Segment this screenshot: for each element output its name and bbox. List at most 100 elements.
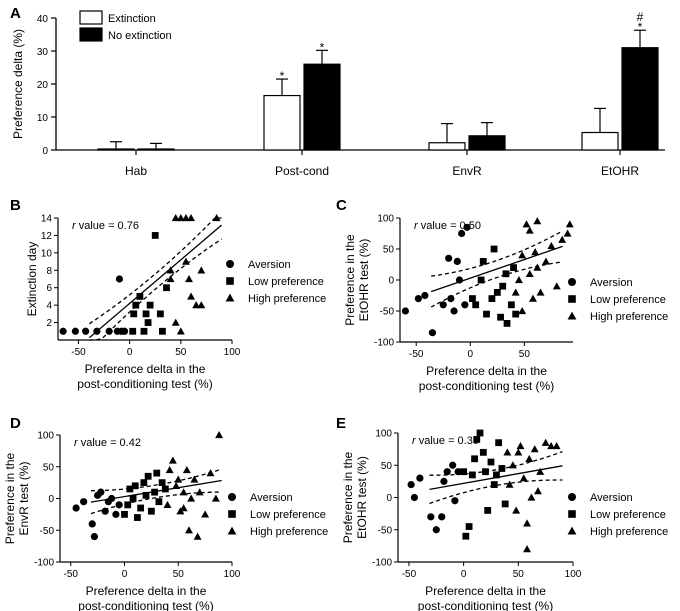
- x-axis-label: Preference delta in the: [426, 364, 547, 378]
- data-point-triangle: [536, 467, 545, 475]
- data-point-triangle: [179, 488, 188, 496]
- y-axis-label: EnvR test (%): [17, 461, 31, 535]
- data-point-circle: [90, 533, 98, 541]
- data-point-triangle: [552, 282, 561, 290]
- bar: [468, 135, 506, 151]
- data-point-triangle: [176, 214, 185, 222]
- data-point-square: [142, 491, 150, 499]
- data-point-triangle: [172, 481, 181, 489]
- data-point-triangle: [523, 519, 532, 527]
- y-tick-label: 0: [386, 493, 392, 504]
- data-point-square: [479, 448, 487, 456]
- data-point-square: [136, 293, 144, 300]
- data-point-triangle: [211, 494, 220, 502]
- data-point-square: [161, 485, 169, 493]
- data-point-circle: [421, 291, 429, 300]
- data-point-triangle: [547, 241, 556, 250]
- data-point-triangle: [215, 431, 224, 439]
- y-tick-label: -100: [374, 338, 394, 349]
- legend-swatch: [79, 27, 103, 42]
- x-tick-label: 50: [513, 569, 525, 580]
- data-point-triangle: [179, 504, 188, 512]
- data-point-triangle: [527, 493, 536, 501]
- data-point-square: [490, 481, 498, 488]
- data-point-square: [153, 469, 161, 477]
- y-axis-label: Preference in the: [341, 451, 355, 543]
- x-tick-label: -50: [402, 569, 417, 580]
- data-point-triangle: [525, 454, 534, 462]
- y-tick-label: -50: [40, 526, 55, 537]
- data-point-square: [129, 495, 137, 502]
- data-point-circle: [97, 488, 105, 496]
- y-tick-label: 0: [42, 146, 48, 157]
- legend-label: Aversion: [250, 492, 293, 504]
- data-point-square: [462, 532, 470, 540]
- confidence-band: [430, 261, 563, 308]
- data-point-square: [487, 458, 495, 466]
- data-point-triangle: [174, 475, 183, 483]
- legend-marker-square: [568, 510, 576, 518]
- y-tick-label: 2: [46, 318, 52, 329]
- confidence-band: [90, 491, 222, 515]
- data-point-triangle: [187, 494, 196, 502]
- panel-label-d: D: [10, 415, 21, 432]
- data-point-square: [468, 471, 476, 479]
- x-tick-label: 0: [461, 569, 467, 580]
- significance-mark: #: [637, 10, 644, 24]
- x-tick-label: 50: [173, 569, 185, 580]
- confidence-band: [429, 450, 563, 476]
- data-point-square: [503, 320, 511, 327]
- data-point-square: [499, 282, 507, 290]
- data-point-circle: [443, 468, 451, 476]
- panel-e: E -100 -50 0 50 100 -50 0 50 100 Preference in the…: [336, 415, 668, 611]
- data-point-triangle: [185, 275, 193, 283]
- legend-label: Low preference: [250, 509, 326, 521]
- data-point-triangle: [534, 487, 542, 495]
- x-axis-label: post-conditioning test (%): [77, 377, 212, 391]
- data-point-square: [490, 245, 498, 253]
- panel-label-b: B: [10, 197, 21, 214]
- legend-label: Low preference: [590, 509, 666, 521]
- legend-marker-square: [568, 295, 576, 303]
- data-point-triangle: [531, 248, 540, 256]
- data-point-circle: [432, 526, 440, 534]
- x-tick-label: 100: [565, 569, 582, 580]
- y-tick-label: 12: [41, 231, 53, 242]
- data-point-square: [473, 436, 481, 443]
- data-point-triangle: [171, 214, 180, 222]
- confidence-band: [89, 238, 222, 341]
- x-tick-label: -50: [64, 569, 79, 580]
- data-point-triangle: [181, 257, 190, 265]
- data-point-circle: [440, 477, 448, 485]
- data-point-triangle: [206, 469, 215, 477]
- data-point-triangle: [536, 288, 545, 296]
- y-tick-label: 100: [37, 431, 54, 442]
- data-point-triangle: [525, 226, 534, 234]
- data-point-circle: [71, 327, 79, 335]
- legend-label: High preference: [590, 311, 668, 323]
- y-axis-label: Preference delta (%): [11, 29, 25, 139]
- data-point-square: [495, 439, 503, 447]
- data-point-triangle: [181, 214, 190, 222]
- data-point-square: [126, 485, 134, 493]
- data-point-triangle: [530, 445, 539, 453]
- panel-b: B 2 4 6 8 10 12 14 -50 0 50 100 Extinction day Prefer…: [10, 197, 326, 391]
- legend-swatch: [79, 10, 103, 25]
- data-point-square: [484, 507, 492, 514]
- y-tick-label: 14: [41, 214, 53, 225]
- x-tick-label: 0: [127, 347, 133, 358]
- legend-label: No extinction: [108, 30, 172, 42]
- legend-label: Low preference: [248, 276, 324, 288]
- data-point-triangle: [547, 441, 556, 450]
- data-point-square: [460, 468, 468, 476]
- data-point-circle: [449, 461, 457, 469]
- data-point-square: [140, 479, 148, 487]
- data-point-triangle: [192, 301, 201, 309]
- data-point-circle: [453, 257, 461, 265]
- data-point-circle: [410, 493, 419, 502]
- data-point-circle: [438, 513, 446, 521]
- data-point-triangle: [166, 275, 175, 283]
- r-value: r value = 0.76: [72, 220, 139, 232]
- significance-mark: *: [280, 69, 285, 83]
- data-point-circle: [451, 497, 459, 505]
